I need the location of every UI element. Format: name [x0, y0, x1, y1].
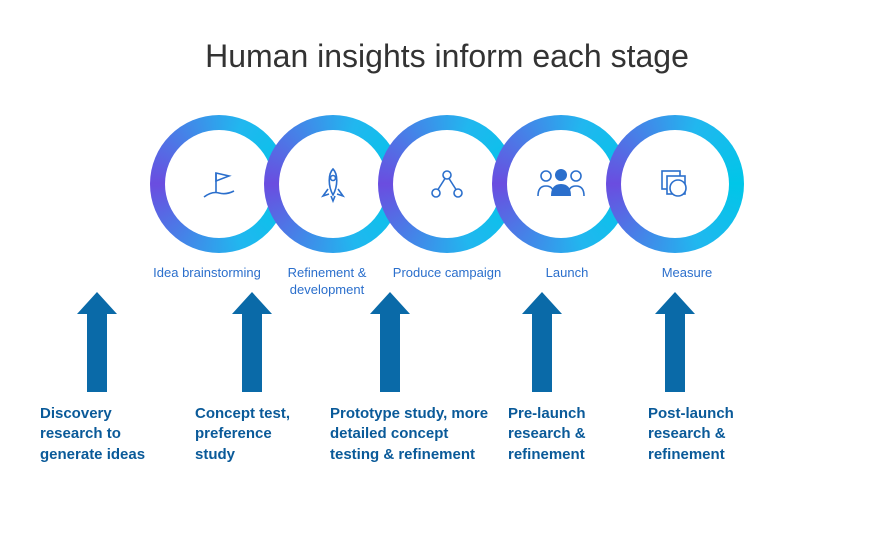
stage-ring-inner — [393, 130, 501, 238]
research-label: Prototype study, more detailed concept t… — [330, 404, 500, 465]
flag-icon — [196, 161, 242, 207]
stage-ring-inner — [279, 130, 387, 238]
up-arrow — [370, 292, 410, 392]
stage-labels-row: Idea brainstormingRefinement & developme… — [0, 265, 894, 299]
up-arrow — [655, 292, 695, 392]
rocket-icon — [310, 161, 356, 207]
stage-ring-inner — [165, 130, 273, 238]
research-label: Concept test, preference study — [195, 404, 315, 465]
stage-ring — [606, 115, 744, 253]
nodes-icon — [424, 161, 470, 207]
stage-ring-inner — [507, 130, 615, 238]
stage-ring-inner — [621, 130, 729, 238]
stack-icon — [652, 161, 698, 207]
up-arrow — [522, 292, 562, 392]
up-arrow — [77, 292, 117, 392]
up-arrow — [232, 292, 272, 392]
people-icon — [534, 164, 588, 204]
research-label: Discovery research to generate ideas — [40, 404, 170, 465]
stage-label: Refinement & development — [267, 265, 387, 299]
page-title: Human insights inform each stage — [0, 38, 894, 75]
research-label: Post-launch research & refinement — [648, 404, 788, 465]
research-label: Pre-launch research & refinement — [508, 404, 638, 465]
stages-row — [0, 115, 894, 253]
